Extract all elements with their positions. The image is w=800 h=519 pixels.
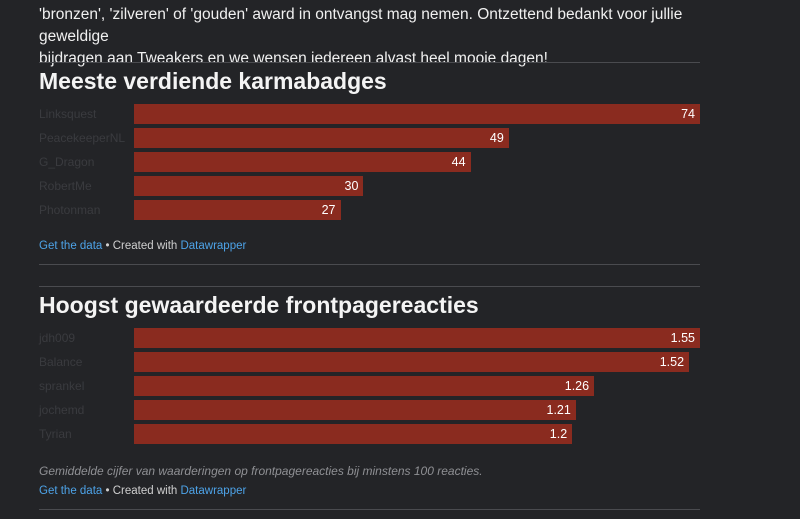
bar-row: PeacekeeperNL 49 [39, 128, 701, 148]
bar-label: PeacekeeperNL [39, 131, 126, 145]
intro-line-1: 'bronzen', 'zilveren' of 'gouden' award … [39, 6, 683, 45]
bar-label: jdh009 [39, 331, 76, 345]
bar: 1.55 [134, 328, 700, 348]
bar-value-label: 1.21 [546, 403, 571, 417]
created-with-text: • Created with [105, 485, 178, 497]
chart-note: Gemiddelde cijfer van waarderingen op fr… [39, 464, 483, 478]
bar-row: sprankel 1.26 [39, 376, 701, 396]
bar-track: 1.21 [134, 400, 700, 420]
bar-value-label: 27 [321, 203, 336, 217]
bar: 49 [134, 128, 509, 148]
bar-track: 30 [134, 176, 700, 196]
bar-track: 1.2 [134, 424, 700, 444]
bar-value-label: 74 [681, 107, 695, 121]
bar: 1.52 [134, 352, 690, 372]
bar-label: Balance [39, 355, 83, 369]
get-the-data-link[interactable]: Get the data [39, 240, 103, 252]
bar-track: 1.52 [134, 352, 700, 372]
bar-track: 44 [134, 152, 700, 172]
bar-row: Linksquest 74 [39, 104, 701, 124]
bar-value-label: 1.55 [670, 331, 695, 345]
bar-value-label: 1.2 [549, 427, 568, 441]
created-with-text: • Created with [105, 240, 178, 252]
bar: 1.26 [134, 376, 595, 396]
bar-chart-frontpagereacties: jdh009 1.55 Balance 1.52 sprankel 1.26 jochemd… [39, 328, 701, 448]
bar-value-label: 1.26 [564, 379, 590, 393]
datawrapper-link[interactable]: Datawrapper [180, 240, 247, 252]
chart-title-frontpagereacties: Hoogst gewaardeerde frontpagereacties [39, 292, 479, 318]
bar-label: Tyrian [39, 427, 72, 441]
bar: 27 [134, 200, 341, 220]
bar-row: jdh009 1.55 [39, 328, 701, 348]
bar: 74 [134, 104, 700, 124]
divider [39, 264, 700, 265]
divider [39, 286, 700, 287]
bar-label: G_Dragon [39, 155, 95, 169]
datawrapper-link[interactable]: Datawrapper [180, 485, 247, 497]
bar-row: jochemd 1.21 [39, 400, 701, 420]
bar-track: 27 [134, 200, 700, 220]
bar-row: G_Dragon 44 [39, 152, 701, 172]
bar-label: sprankel [39, 379, 85, 393]
bar-track: 74 [134, 104, 700, 124]
get-the-data-link[interactable]: Get the data [39, 485, 103, 497]
bar-track: 1.26 [134, 376, 700, 396]
bar: 1.21 [134, 400, 576, 420]
chart-title-karmabadges: Meeste verdiende karmabadges [39, 68, 387, 94]
bar-label: RobertMe [39, 179, 92, 193]
intro-paragraph: 'bronzen', 'zilveren' of 'gouden' award … [39, 4, 739, 70]
chart-footer-karmabadges: Get the data • Created with Datawrapper [39, 240, 246, 252]
divider [39, 62, 700, 63]
bar-value-label: 1.52 [659, 355, 685, 369]
bar-row: Balance 1.52 [39, 352, 701, 372]
chart-footer-frontpagereacties: Get the data • Created with Datawrapper [39, 485, 246, 497]
bar-label: Photonman [39, 203, 101, 217]
bar-row: RobertMe 30 [39, 176, 701, 196]
divider [39, 509, 700, 510]
bar-value-label: 44 [451, 155, 466, 169]
bar-track: 49 [134, 128, 700, 148]
bar: 1.2 [134, 424, 573, 444]
bar-value-label: 49 [489, 131, 504, 145]
bar-row: Photonman 27 [39, 200, 701, 220]
bar-label: Linksquest [39, 107, 97, 121]
intro-line-2: bijdragen aan Tweakers en we wensen iede… [39, 50, 548, 67]
bar-track: 1.55 [134, 328, 700, 348]
bar-chart-karmabadges: Linksquest 74 PeacekeeperNL 49 G_Dragon 44 Rob… [39, 104, 701, 224]
bar-label: jochemd [39, 403, 85, 417]
bar: 44 [134, 152, 471, 172]
bar-row: Tyrian 1.2 [39, 424, 701, 444]
bar-value-label: 30 [344, 179, 359, 193]
bar: 30 [134, 176, 364, 196]
